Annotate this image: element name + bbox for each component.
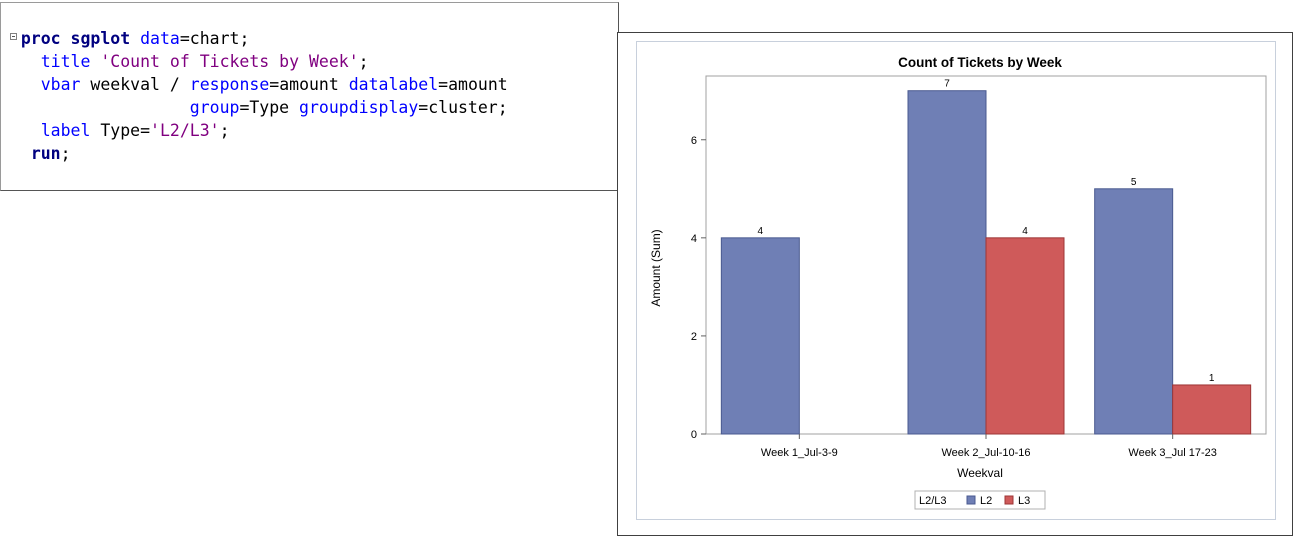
code-token: =amount — [438, 75, 508, 94]
code-token: title — [40, 52, 91, 71]
code-token: 'L2/L3' — [150, 121, 220, 140]
data-label: 1 — [1209, 373, 1215, 384]
x-tick-label: Week 2_Jul-10-16 — [941, 447, 1030, 459]
y-tick-label: 6 — [691, 135, 697, 147]
code-token: groupdisplay — [299, 98, 419, 117]
y-tick-label: 0 — [691, 429, 697, 441]
code-token — [130, 29, 140, 48]
graph-results-window: Count of Tickets by Week 0 2 4 6 4 Week 1_Jul… — [617, 32, 1293, 536]
code-line: proc sgplot data=chart; — [1, 27, 508, 50]
legend-entry: L2 — [980, 495, 992, 507]
y-tick-label: 4 — [691, 233, 697, 245]
legend-swatch-l2 — [966, 495, 976, 505]
bar-l2 — [907, 90, 987, 435]
code-token: =amount — [269, 75, 349, 94]
code-token: weekval / — [80, 75, 190, 94]
data-label: 5 — [1131, 177, 1137, 188]
code-token: group — [189, 98, 240, 117]
gutter-space — [1, 75, 21, 94]
code-token: data — [140, 29, 180, 48]
code-token: ; — [60, 144, 71, 163]
gutter-space — [1, 52, 21, 71]
legend: L2/L3 L2 L3 — [914, 490, 1046, 510]
code-text[interactable]: proc sgplot data=chart; title 'Count of … — [1, 27, 508, 165]
code-line: title 'Count of Tickets by Week'; — [1, 50, 508, 73]
code-token: =Type — [239, 98, 300, 117]
gutter-space — [1, 144, 21, 163]
code-line: group=Type groupdisplay=cluster; — [1, 96, 508, 119]
gutter-space — [1, 29, 21, 48]
code-token: run — [30, 144, 61, 163]
code-token — [90, 52, 100, 71]
code-token: Type= — [90, 121, 151, 140]
x-axis-label: Weekval — [957, 466, 1003, 480]
plot-area: 0 2 4 6 4 Week 1_Jul-3-9 7 4 Week 2_Jul-10-16 5 1 W… — [691, 75, 1267, 459]
code-token: ; — [219, 121, 230, 140]
bar-l3 — [985, 237, 1065, 435]
code-token: vbar — [40, 75, 81, 94]
code-token: =chart; — [179, 29, 250, 48]
code-token — [21, 121, 41, 140]
code-token — [21, 144, 31, 163]
code-editor[interactable]: proc sgplot data=chart; title 'Count of … — [0, 2, 619, 191]
code-line: run; — [1, 142, 508, 165]
code-line: vbar weekval / response=amount datalabel… — [1, 73, 508, 96]
code-token — [21, 52, 41, 71]
data-label: 4 — [758, 226, 764, 237]
code-token: 'Count of Tickets by Week' — [100, 52, 359, 71]
gutter-space — [1, 121, 21, 140]
bar-chart: Count of Tickets by Week 0 2 4 6 4 Week 1_Jul… — [649, 55, 1267, 510]
bar-l2 — [720, 237, 800, 435]
bar-l2 — [1094, 188, 1174, 435]
code-token: response — [189, 75, 270, 94]
code-token: ; — [358, 52, 369, 71]
graph-frame: Count of Tickets by Week 0 2 4 6 4 Week 1_Jul… — [636, 41, 1276, 520]
collapse-toggle-icon[interactable] — [10, 33, 17, 40]
gutter-space — [1, 98, 21, 117]
data-label: 4 — [1022, 226, 1028, 237]
y-axis-label: Amount (Sum) — [649, 229, 663, 306]
legend-swatch-l3 — [1004, 495, 1014, 505]
x-tick-label: Week 3_Jul 17-23 — [1128, 447, 1216, 459]
y-tick-label: 2 — [691, 331, 697, 343]
code-line: label Type='L2/L3'; — [1, 119, 508, 142]
bar-l3 — [1172, 384, 1252, 435]
chart-title: Count of Tickets by Week — [898, 55, 1062, 70]
code-token — [21, 75, 41, 94]
code-token: datalabel — [348, 75, 439, 94]
x-tick-label: Week 1_Jul-3-9 — [761, 447, 838, 459]
legend-title: L2/L3 — [919, 495, 947, 507]
code-token: =cluster; — [418, 98, 508, 117]
code-token: proc sgplot — [20, 29, 131, 48]
code-token: label — [40, 121, 91, 140]
legend-entry: L3 — [1018, 495, 1030, 507]
code-token — [21, 98, 190, 117]
data-label: 7 — [944, 79, 950, 90]
